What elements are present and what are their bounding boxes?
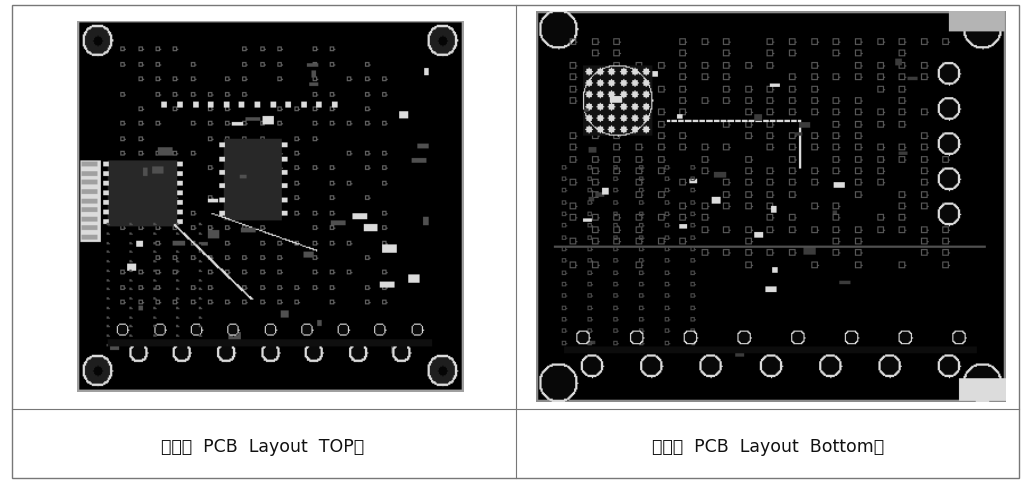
Text: 단말기  PCB  Layout  Bottom면: 단말기 PCB Layout Bottom면 (652, 438, 885, 455)
Text: 단말기  PCB  Layout  TOP면: 단말기 PCB Layout TOP면 (161, 438, 365, 455)
